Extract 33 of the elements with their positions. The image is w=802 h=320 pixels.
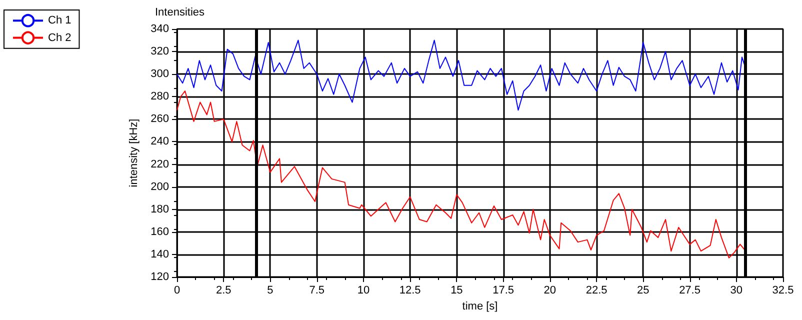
x-tick-label: 0 <box>174 284 180 296</box>
x-tick-label: 15 <box>450 284 463 296</box>
x-tick-label: 7.5 <box>309 284 324 296</box>
legend-label: Ch 2 <box>48 32 72 44</box>
y-tick-label: 320 <box>150 46 169 58</box>
y-tick-label: 160 <box>150 226 169 238</box>
y-tick-label: 140 <box>150 248 169 260</box>
x-tick-label: 30 <box>730 284 743 296</box>
x-tick-label: 12.5 <box>399 284 421 296</box>
y-tick-label: 240 <box>150 136 169 148</box>
x-tick-label: 32.5 <box>772 284 794 296</box>
y-tick-label: 220 <box>150 158 169 170</box>
x-tick-label: 5 <box>267 284 274 296</box>
y-tick-label: 180 <box>150 203 169 216</box>
x-tick-label: 2.5 <box>216 284 232 296</box>
y-axis-title: intensity [kHz] <box>128 118 140 188</box>
x-axis-title: time [s] <box>462 300 498 312</box>
legend-label: Ch 1 <box>48 14 72 27</box>
line-series <box>176 40 746 111</box>
x-tick-label: 17.5 <box>492 284 514 296</box>
x-tick-label: 27.5 <box>679 284 700 296</box>
x-tick-label: 20 <box>544 284 556 296</box>
y-tick-label: 340 <box>150 23 169 35</box>
x-tick-label: 22.5 <box>586 284 608 296</box>
y-tick-label: 200 <box>150 180 169 193</box>
y-tick-label: 280 <box>150 90 169 103</box>
x-tick-label: 10 <box>357 284 370 296</box>
y-tick-label: 300 <box>150 68 169 80</box>
y-tick-label: 260 <box>150 113 169 126</box>
x-tick-label: 25 <box>637 284 650 296</box>
line-series <box>176 90 746 258</box>
chart-title: Intensities <box>155 6 206 18</box>
y-tick-label: 120 <box>150 271 169 283</box>
